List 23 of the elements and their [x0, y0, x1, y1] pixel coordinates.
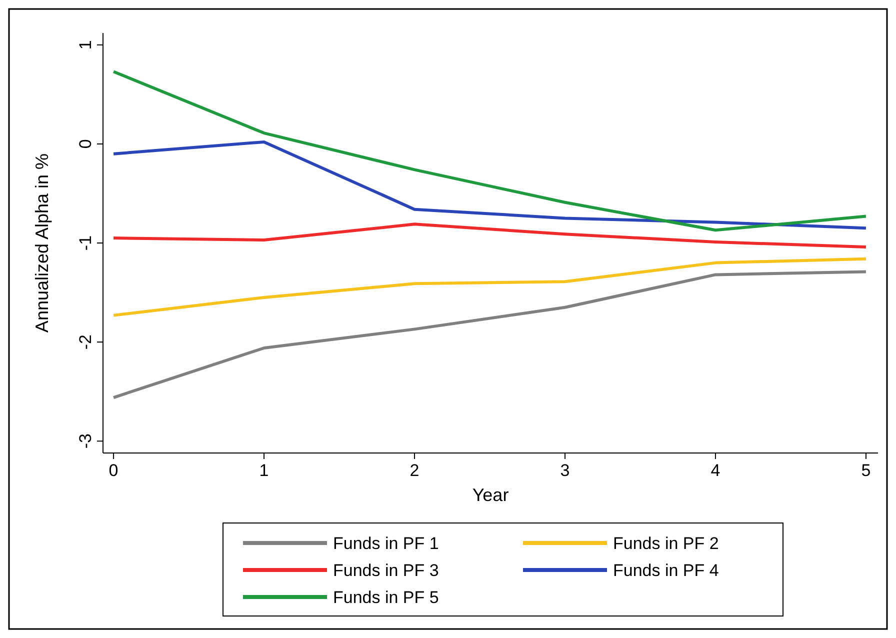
x-tick-label: 5	[861, 461, 871, 480]
line-series	[112, 257, 868, 317]
x-tick-label: 3	[560, 461, 570, 480]
line-series	[112, 222, 868, 248]
x-tick-label: 2	[410, 461, 420, 480]
legend-label: Funds in PF 1	[333, 534, 439, 553]
x-tick-label: 4	[710, 461, 720, 480]
line-series	[112, 270, 868, 400]
y-axis-title: Annualized Alpha in %	[32, 153, 52, 333]
x-tick-label: 0	[108, 461, 118, 480]
legend-label: Funds in PF 5	[333, 588, 439, 607]
y-tick-label: 0	[76, 139, 95, 149]
y-tick-label: -1	[76, 235, 95, 251]
legend-label: Funds in PF 2	[613, 534, 719, 553]
x-axis-title: Year	[472, 485, 509, 505]
y-tick-label: -3	[76, 434, 95, 449]
x-tick-label: 1	[259, 461, 269, 480]
line-series	[112, 140, 868, 230]
line-series	[112, 70, 868, 232]
legend-label: Funds in PF 4	[613, 561, 719, 580]
legend-label: Funds in PF 3	[333, 561, 439, 580]
y-tick-label: 1	[76, 40, 95, 50]
y-tick-label: -2	[76, 334, 95, 350]
